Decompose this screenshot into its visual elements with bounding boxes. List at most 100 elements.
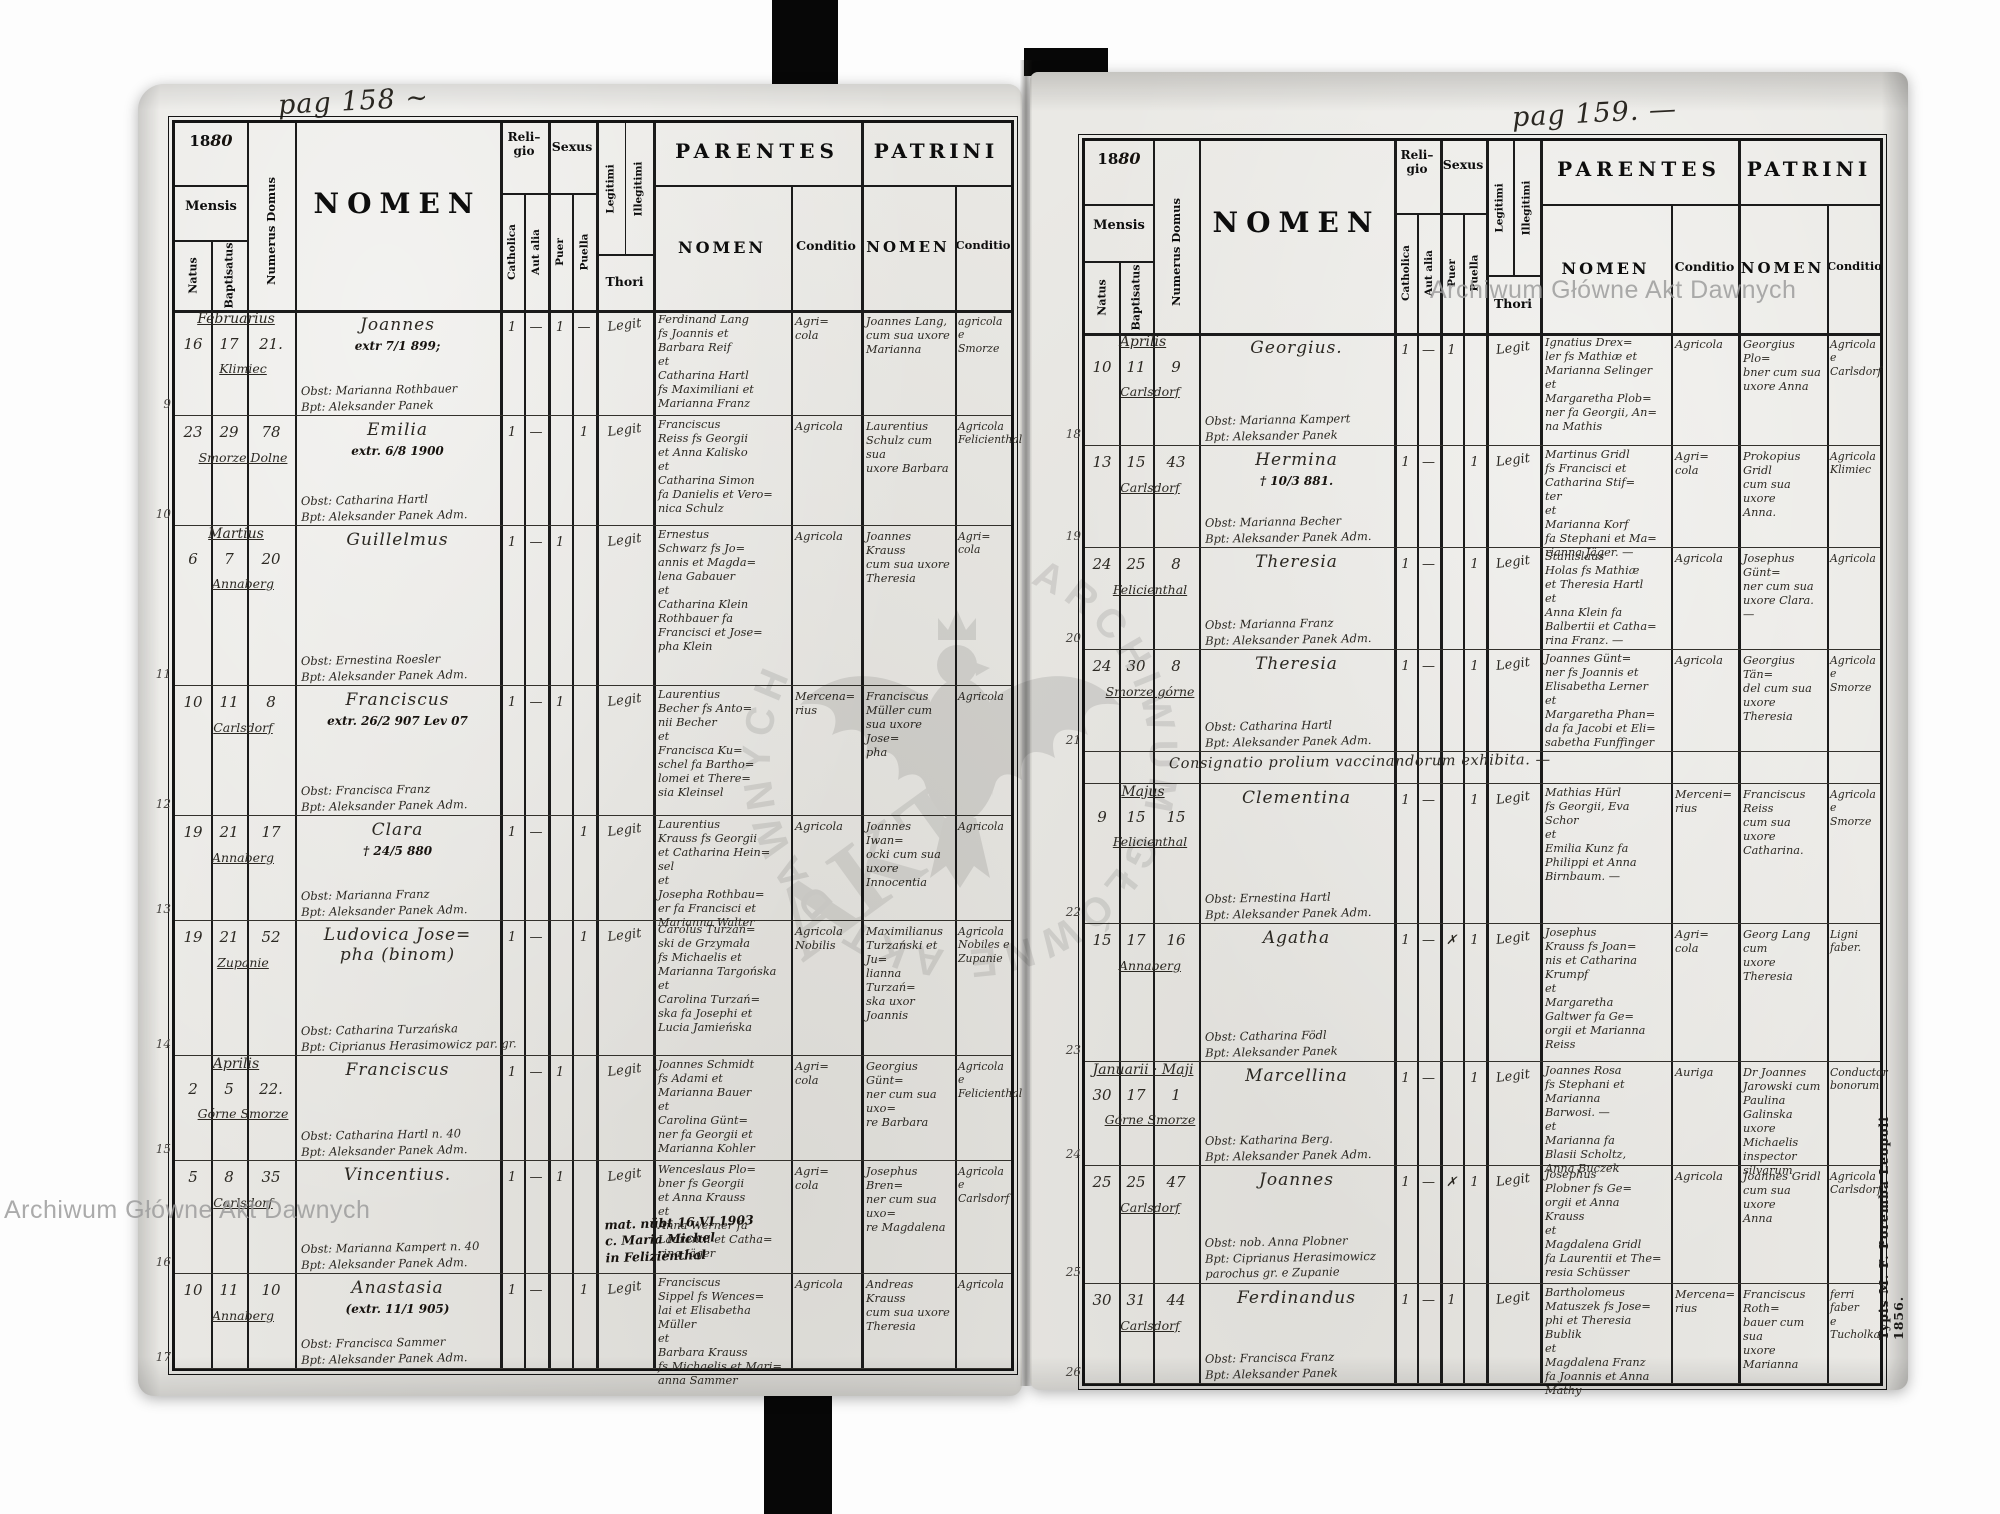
archive-watermark-top-right: Archiwum Główne Akt Dawnych: [1430, 276, 1797, 304]
entry-house-number: 8: [1171, 657, 1181, 675]
entry-parentes: Bartholomeus Matuszek fs Jose= phi et Th…: [1545, 1286, 1651, 1397]
entry-baptisatus-day: 15: [1126, 808, 1146, 826]
entry-parentes-conditio: Agri= cola: [795, 1060, 829, 1087]
entry-natus-day: 19: [183, 928, 203, 946]
entry-place: Górne Smorze: [197, 1106, 289, 1121]
header-parentes-conditio: Conditio: [796, 238, 856, 253]
entry-parentes: Carolus Turzań= ski de Grzymała fs Micha…: [658, 923, 777, 1034]
mark-aut-alia: —: [1422, 793, 1435, 808]
entry-month: Januarii · Maji: [1092, 1062, 1194, 1078]
register-table-right: 1880 Mensis Natus Baptisatus Numerus Domus NO…: [1066, 134, 1888, 1397]
mark-catholica: 1: [1401, 343, 1410, 358]
header-rule: [1738, 204, 1880, 206]
entry-midwife-priest: Obst: Marianna Kampert n. 40 Bpt: Aleksa…: [300, 1238, 480, 1272]
mark-puer: 1: [555, 1170, 565, 1185]
table-row: 17 10 11 10 Annaberg Anastasia (extr. 11/1 905…: [156, 1273, 1011, 1387]
mark-puella: 1: [1470, 659, 1479, 674]
margin-entry-number: 15: [155, 1142, 171, 1156]
table-row: 16 5 8 35 Carlsdorf Vincentius. Obst: Marianna…: [156, 1160, 1011, 1274]
table-row: 24 Januarii · Maji 30 17 1 Górne Smorze Marcel…: [1066, 1061, 1888, 1177]
mark-aut-alia: —: [1422, 659, 1435, 674]
column-rule: [653, 123, 656, 1368]
entry-natus-day: 13: [1092, 453, 1112, 471]
entry-parentes: Mathias Hürl fs Georgii, Eva Schor et Em…: [1545, 786, 1637, 883]
entry-place: Felicienthal: [1112, 834, 1188, 849]
entry-parentes: Ernestus Schwarz fs Jo= annis et Magda= …: [658, 528, 763, 653]
header-label: Puella: [578, 233, 590, 270]
column-rule: [1540, 141, 1543, 1383]
entry-name: Clara: [371, 820, 424, 840]
mark-aut-alia: —: [1422, 557, 1435, 572]
column-rule: [500, 123, 503, 1368]
column-rule: [1153, 141, 1155, 1383]
entry-natus-day: 16: [183, 335, 203, 353]
entry-name: Guillelmus: [346, 530, 449, 550]
entry-parentes: Franciscus Reiss fs Georgii et Anna Kali…: [658, 418, 773, 515]
entry-parentes: Laurentius Becher fs Anto= nii Becher et…: [658, 688, 755, 799]
vaccination-note-row: Consignatio prolium vaccinandorum exhibi…: [1085, 751, 1880, 784]
entry-patrini-conditio: Agricola Carlsdorf: [1830, 1170, 1882, 1197]
entry-baptisatus-day: 11: [219, 1281, 239, 1299]
page-number-left: pag 158 ∼: [277, 82, 430, 121]
column-rule: [295, 123, 297, 1368]
entry-baptisatus-day: 15: [1126, 453, 1146, 471]
entry-parentes-conditio: Agri= cola: [1675, 928, 1709, 955]
mark-aut-alia: —: [1422, 455, 1435, 470]
entry-patrini-conditio: Agricola Klimiec: [1830, 450, 1876, 477]
header-rule: [175, 240, 247, 242]
entry-patrini: Josephus Bren= ner cum sua uxo= re Magda…: [866, 1165, 946, 1234]
entry-parentes-conditio: Agricola: [795, 820, 843, 833]
header-label: Catholica: [1399, 245, 1412, 301]
entry-parentes-conditio: Agricola: [795, 1278, 843, 1291]
mark-puer: 1: [555, 1065, 565, 1080]
mark-catholica: 1: [507, 1170, 517, 1185]
table-row: 9 Februarius 16 17 21. Klimiec Joannes extr 7/1…: [163, 310, 1011, 416]
entry-place: Zupanie: [217, 955, 269, 970]
mark-puella: 1: [579, 825, 589, 840]
mark-aut-alia: —: [1422, 933, 1435, 948]
mark-legitimus: Legit: [1495, 928, 1531, 949]
entry-parentes-conditio: Agricola: [1675, 1170, 1723, 1183]
mark-puella: 1: [1470, 455, 1479, 470]
header-bottom-rule: [175, 310, 1011, 313]
margin-entry-number: 10: [155, 507, 171, 521]
entry-patrini: Georgius Tän= del cum sua uxore Theresia: [1743, 654, 1812, 723]
header-rule: [1486, 275, 1540, 277]
mark-aut-alia: —: [529, 930, 543, 945]
entry-name: Clementina: [1242, 788, 1351, 808]
entry-name: Emilia: [367, 420, 428, 440]
mark-catholica: 1: [1401, 1071, 1410, 1086]
entry-baptisatus-day: 31: [1126, 1291, 1146, 1309]
entry-name: Anastasia: [351, 1278, 444, 1298]
entry-name: Agatha: [1262, 928, 1331, 948]
entry-patrini-conditio: Conductor bonorum: [1830, 1066, 1888, 1093]
entry-midwife-priest: Obst: Ernestina Roesler Bpt: Aleksander …: [300, 651, 468, 684]
margin-entry-number: 11: [155, 667, 171, 681]
header-rule: [175, 185, 247, 187]
entry-baptisatus-day: 21: [219, 823, 239, 841]
mark-catholica: 1: [1401, 793, 1410, 808]
entry-parentes: Joannes Günt= ner fs Joannis et Elisabet…: [1545, 652, 1656, 749]
header-label: Legitimi: [1493, 183, 1506, 233]
entry-place: Smorze Dolne: [198, 450, 288, 465]
entry-baptisatus-day: 11: [1126, 358, 1146, 376]
mark-catholica: 1: [507, 320, 517, 335]
header-patrini-conditio: Conditio: [1827, 259, 1882, 273]
entry-name-note: † 24/5 880: [362, 844, 433, 858]
entry-midwife-priest: Obst: Marianna Rothbauer Bpt: Aleksander…: [300, 381, 458, 414]
margin-entry-number: 17: [155, 1350, 171, 1364]
mark-catholica: 1: [1401, 557, 1410, 572]
entry-name: Theresia: [1255, 654, 1338, 674]
entry-natus-day: 30: [1092, 1291, 1112, 1309]
column-rule: [1486, 141, 1489, 1383]
mark-catholica: 1: [507, 1065, 517, 1080]
header-rotated-numerus-domus: Numerus Domus: [1153, 170, 1199, 333]
year-handwritten: 80: [210, 131, 233, 150]
header-rule: [1540, 204, 1738, 206]
entry-natus-day: 2: [188, 1080, 198, 1098]
entry-parentes: Josephus Plobner fs Ge= orgii et Anna Kr…: [1545, 1168, 1662, 1279]
entry-place: Carlsdorf: [213, 1195, 273, 1210]
entry-name: Franciscus: [345, 690, 450, 710]
entry-house-number: 35: [261, 1168, 281, 1186]
year-printed: 18: [1097, 150, 1119, 168]
